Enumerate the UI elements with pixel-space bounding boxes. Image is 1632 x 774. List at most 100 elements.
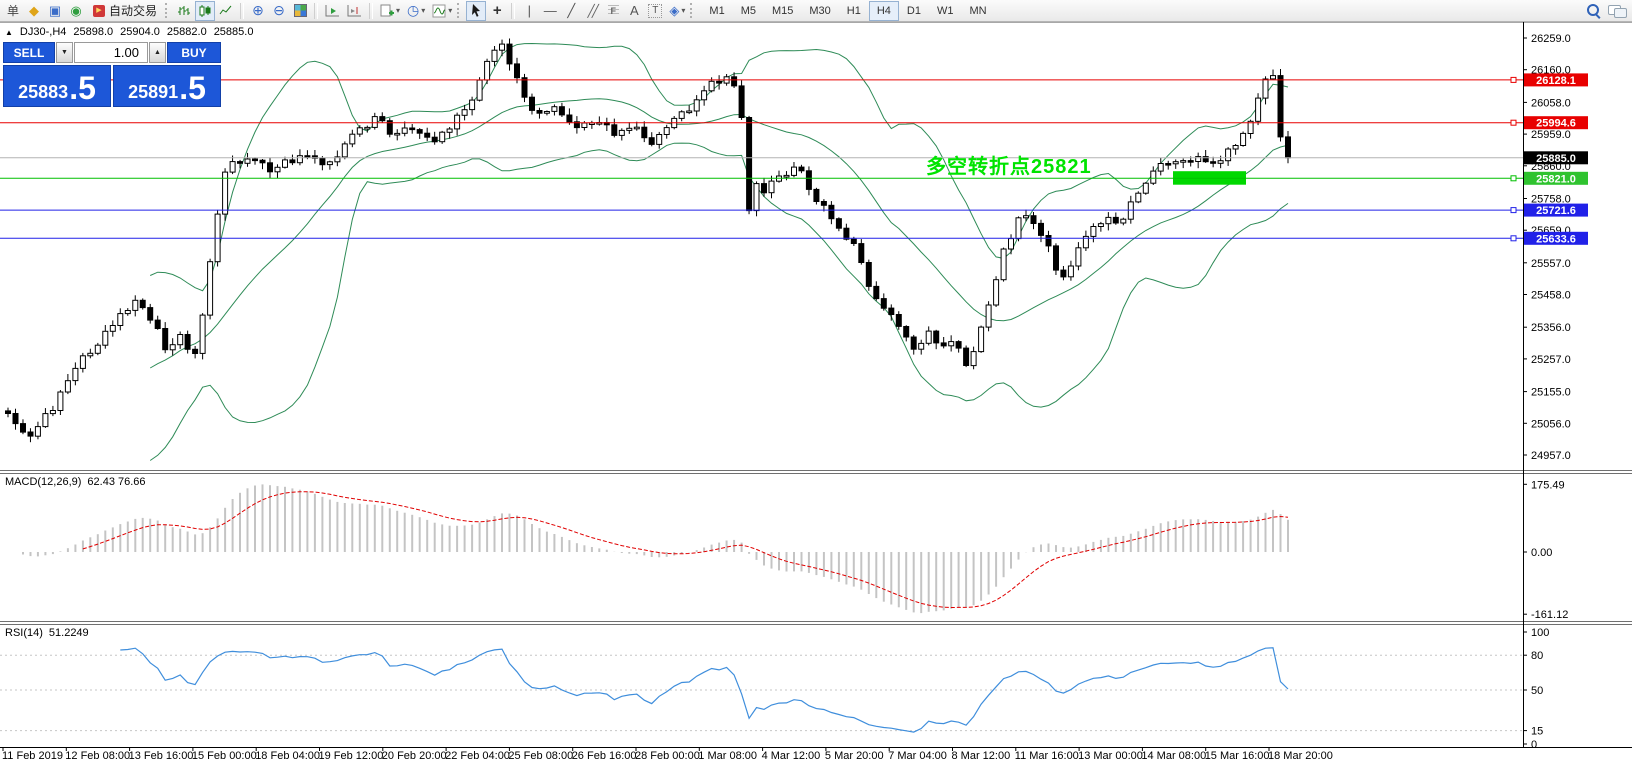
bar-chart-icon[interactable] <box>174 1 194 21</box>
new-order-button[interactable]: 单 <box>3 1 23 21</box>
panel-separators <box>0 22 1632 748</box>
buy-price-button[interactable]: 25891 .5 <box>113 65 221 107</box>
svg-text:18 Feb 04:00: 18 Feb 04:00 <box>255 750 320 762</box>
svg-text:7 Mar 04:00: 7 Mar 04:00 <box>888 750 947 762</box>
tf-mn-button[interactable]: MN <box>961 1 994 21</box>
tf-m30-button[interactable]: M30 <box>801 1 838 21</box>
svg-text:26 Feb 16:00: 26 Feb 16:00 <box>572 750 637 762</box>
tf-m1-button[interactable]: M1 <box>701 1 732 21</box>
svg-text:25959.0: 25959.0 <box>1531 129 1571 141</box>
svg-text:13 Feb 16:00: 13 Feb 16:00 <box>129 750 194 762</box>
chart-title: ▲ DJ30-,H4 25898.0 25904.0 25882.0 25885… <box>5 26 253 38</box>
svg-text:13 Mar 00:00: 13 Mar 00:00 <box>1078 750 1143 762</box>
svg-text:14 Mar 08:00: 14 Mar 08:00 <box>1141 750 1206 762</box>
auto-scroll-icon[interactable] <box>322 1 343 21</box>
channel-icon[interactable]: ╱╱ <box>582 1 602 21</box>
line-chart-icon[interactable] <box>216 1 236 21</box>
sell-button[interactable]: SELL <box>3 42 55 63</box>
volume-input[interactable] <box>74 42 148 63</box>
svg-text:22 Feb 04:00: 22 Feb 04:00 <box>445 750 510 762</box>
auto-trading-button[interactable]: ▶ 自动交易 <box>87 1 163 21</box>
svg-text:19 Feb 12:00: 19 Feb 12:00 <box>319 750 384 762</box>
svg-text:25356.0: 25356.0 <box>1531 322 1571 334</box>
fibonacci-icon[interactable]: F <box>603 1 623 21</box>
cursor-icon[interactable] <box>466 0 487 21</box>
horizontal-line-icon[interactable]: — <box>540 1 560 21</box>
toolbar-grip <box>690 3 695 18</box>
macd-indicator-label: MACD(12,26,9) 62.43 76.66 <box>5 476 146 488</box>
svg-text:20 Feb 20:00: 20 Feb 20:00 <box>382 750 447 762</box>
chevron-down-icon: ▾ <box>421 6 426 15</box>
svg-text:1 Mar 08:00: 1 Mar 08:00 <box>698 750 757 762</box>
chat-icon[interactable] <box>1605 1 1629 21</box>
text-tool-icon[interactable]: A <box>624 1 644 21</box>
zoom-in-icon[interactable]: ⊕ <box>248 1 268 21</box>
tile-windows-icon[interactable] <box>290 1 310 21</box>
rsi-name: RSI(14) <box>5 627 43 639</box>
svg-text:26128.1: 26128.1 <box>1536 75 1576 87</box>
label-glyph: T <box>648 3 663 18</box>
zoom-out-icon[interactable]: ⊖ <box>269 1 289 21</box>
tf-d1-button[interactable]: D1 <box>899 1 929 21</box>
volume-decrease-button[interactable]: ▼ <box>56 42 73 63</box>
collapse-arrow-icon[interactable]: ▲ <box>5 28 13 37</box>
new-chart-button[interactable]: ▾ <box>377 1 403 21</box>
candlestick-chart-icon[interactable] <box>195 0 216 21</box>
indicators-button[interactable]: ▾ <box>429 1 455 21</box>
chart-canvas[interactable]: 26259.026160.026058.025959.025860.025758… <box>0 22 1632 774</box>
rsi-panel <box>0 647 1523 733</box>
timeframe-bar: M1 M5 M15 M30 H1 H4 D1 W1 MN <box>701 0 994 21</box>
tf-h4-button[interactable]: H4 <box>868 0 899 21</box>
svg-text:18 Mar 20:00: 18 Mar 20:00 <box>1268 750 1333 762</box>
toolbar-separator <box>240 2 245 19</box>
svg-text:11 Feb 2019: 11 Feb 2019 <box>2 750 63 762</box>
toolbar-separator <box>511 2 516 19</box>
ohlc-high: 25904.0 <box>120 26 160 38</box>
svg-text:25056.0: 25056.0 <box>1531 418 1571 430</box>
ohlc-open: 25898.0 <box>73 26 114 38</box>
market-watch-icon[interactable]: ◆ <box>29 2 39 18</box>
svg-text:25633.6: 25633.6 <box>1536 233 1576 245</box>
svg-text:24957.0: 24957.0 <box>1531 450 1571 462</box>
profiles-button[interactable]: ◷ ▾ <box>404 1 428 21</box>
svg-text:-161.12: -161.12 <box>1531 609 1568 621</box>
svg-text:175.49: 175.49 <box>1531 479 1565 491</box>
volume-increase-button[interactable]: ▲ <box>149 42 166 63</box>
svg-text:15 Feb 00:00: 15 Feb 00:00 <box>192 750 257 762</box>
shapes-icon[interactable]: ◈ ▾ <box>666 1 688 21</box>
search-icon[interactable] <box>1583 1 1604 21</box>
symbol-period-label: DJ30-,H4 <box>19 26 67 38</box>
autoplay-icon: ▶ <box>93 4 105 17</box>
auto-trading-label: 自动交易 <box>109 4 158 18</box>
ohlc-low: 25882.0 <box>166 26 207 38</box>
vertical-line-icon[interactable]: | <box>519 1 539 21</box>
svg-text:26058.0: 26058.0 <box>1531 97 1571 109</box>
svg-text:25155.0: 25155.0 <box>1531 387 1571 399</box>
trendline-icon[interactable]: ╱ <box>561 1 581 21</box>
chart-shift-icon[interactable] <box>344 1 365 21</box>
price-axis: 26259.026160.026058.025959.025860.025758… <box>1523 33 1588 751</box>
one-click-trading-panel: SELL ▼ ▲ BUY 25883 .5 25891 .5 <box>3 42 221 107</box>
horizontal-level-lines[interactable] <box>0 76 1523 242</box>
terminal-icon[interactable]: ▣ <box>48 2 62 18</box>
buy-button[interactable]: BUY <box>167 42 221 63</box>
text-label-icon[interactable]: T <box>645 1 665 21</box>
signals-icon[interactable]: ◉ <box>70 2 82 18</box>
svg-text:25721.6: 25721.6 <box>1536 205 1576 217</box>
tf-h1-button[interactable]: H1 <box>839 1 869 21</box>
toolbar-separator <box>314 2 319 19</box>
chevron-down-icon: ▾ <box>396 6 401 15</box>
svg-text:100: 100 <box>1531 627 1549 639</box>
toolbar-separator <box>369 2 374 19</box>
tf-w1-button[interactable]: W1 <box>929 1 962 21</box>
tf-m15-button[interactable]: M15 <box>764 1 801 21</box>
crosshair-icon[interactable]: + <box>487 1 507 21</box>
annotation-text[interactable]: 多空转折点25821 <box>926 156 1092 178</box>
svg-text:5 Mar 20:00: 5 Mar 20:00 <box>825 750 884 762</box>
svg-text:0.00: 0.00 <box>1531 547 1552 559</box>
chevron-down-icon: ▾ <box>681 6 686 15</box>
svg-text:25458.0: 25458.0 <box>1531 290 1571 302</box>
sell-price-button[interactable]: 25883 .5 <box>3 65 111 107</box>
tf-m5-button[interactable]: M5 <box>733 1 764 21</box>
